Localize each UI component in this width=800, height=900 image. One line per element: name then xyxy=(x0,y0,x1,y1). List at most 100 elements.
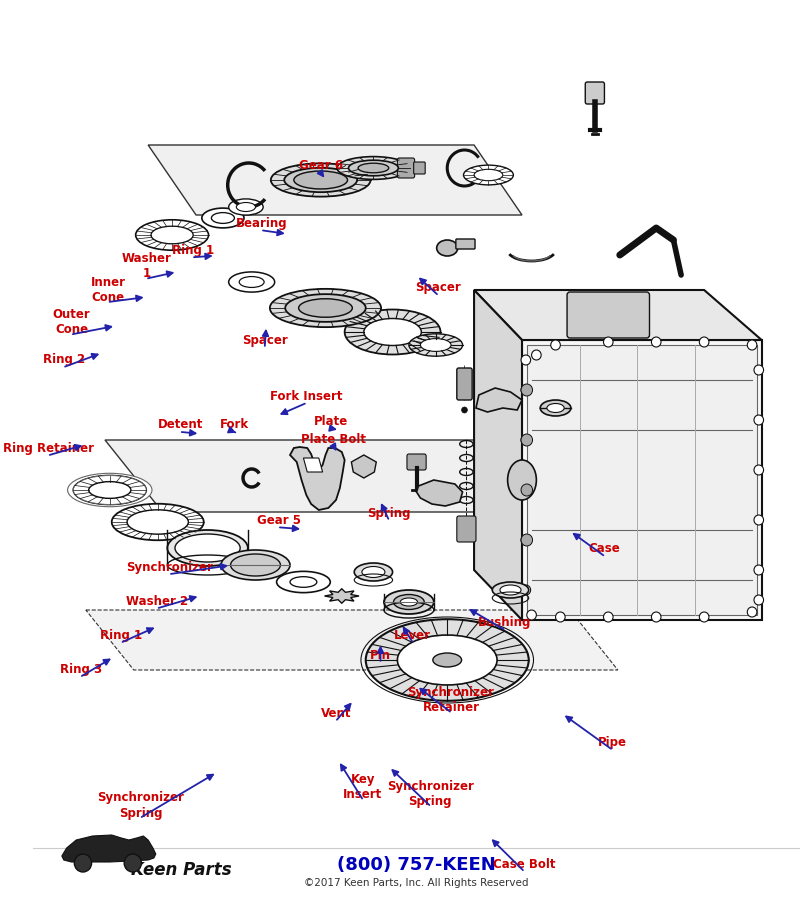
Ellipse shape xyxy=(284,167,357,193)
Circle shape xyxy=(521,384,533,396)
Text: Key
Insert: Key Insert xyxy=(343,773,382,802)
Circle shape xyxy=(521,435,530,445)
Text: Spring: Spring xyxy=(367,507,410,519)
Text: Gear 5: Gear 5 xyxy=(257,514,301,526)
Ellipse shape xyxy=(127,509,188,535)
Text: Gear 6: Gear 6 xyxy=(298,159,342,172)
Circle shape xyxy=(521,535,530,545)
Ellipse shape xyxy=(202,208,244,228)
Circle shape xyxy=(747,607,757,617)
Ellipse shape xyxy=(433,653,462,667)
Ellipse shape xyxy=(398,635,497,685)
Ellipse shape xyxy=(151,226,193,244)
Ellipse shape xyxy=(229,199,263,215)
Text: ©2017 Keen Parts, Inc. All Rights Reserved: ©2017 Keen Parts, Inc. All Rights Reserv… xyxy=(304,878,529,888)
Text: Pin: Pin xyxy=(370,649,391,662)
Ellipse shape xyxy=(474,169,503,181)
Ellipse shape xyxy=(349,160,398,176)
Circle shape xyxy=(603,612,613,622)
Ellipse shape xyxy=(270,289,381,327)
Text: Lever: Lever xyxy=(394,629,431,642)
Polygon shape xyxy=(474,290,762,340)
Polygon shape xyxy=(522,340,762,620)
Polygon shape xyxy=(303,458,322,472)
Ellipse shape xyxy=(400,598,418,606)
Circle shape xyxy=(521,385,530,395)
Ellipse shape xyxy=(239,276,264,287)
Ellipse shape xyxy=(298,299,352,317)
Circle shape xyxy=(699,337,709,347)
Ellipse shape xyxy=(437,240,458,256)
Text: Fork: Fork xyxy=(219,418,249,431)
Circle shape xyxy=(526,610,536,620)
Text: Inner
Cone: Inner Cone xyxy=(90,275,126,304)
Ellipse shape xyxy=(409,334,462,356)
Text: Vent: Vent xyxy=(321,707,351,720)
Text: Washer
1: Washer 1 xyxy=(122,252,171,281)
Circle shape xyxy=(754,365,763,375)
Polygon shape xyxy=(86,610,618,670)
FancyBboxPatch shape xyxy=(414,162,425,174)
Ellipse shape xyxy=(89,482,131,499)
Circle shape xyxy=(754,465,763,475)
Text: Outer
Cone: Outer Cone xyxy=(53,308,90,337)
Text: Synchronizer
Spring: Synchronizer Spring xyxy=(387,779,474,808)
Circle shape xyxy=(699,612,709,622)
Circle shape xyxy=(555,612,565,622)
FancyBboxPatch shape xyxy=(586,82,605,104)
Polygon shape xyxy=(476,388,522,412)
Circle shape xyxy=(521,434,533,446)
Ellipse shape xyxy=(547,403,564,412)
Circle shape xyxy=(651,612,661,622)
Circle shape xyxy=(462,407,467,413)
Circle shape xyxy=(651,337,661,347)
Ellipse shape xyxy=(358,163,389,173)
Ellipse shape xyxy=(294,171,347,189)
Polygon shape xyxy=(105,440,574,512)
Text: Synchronizer
Retainer: Synchronizer Retainer xyxy=(408,686,494,715)
Ellipse shape xyxy=(540,400,571,416)
Ellipse shape xyxy=(384,590,434,614)
Ellipse shape xyxy=(394,595,424,609)
Circle shape xyxy=(550,340,560,350)
Text: (800) 757-KEEN: (800) 757-KEEN xyxy=(337,856,496,874)
Text: Pipe: Pipe xyxy=(598,736,626,749)
Circle shape xyxy=(603,337,613,347)
Text: Fork Insert: Fork Insert xyxy=(270,390,342,402)
Polygon shape xyxy=(526,345,757,615)
Ellipse shape xyxy=(463,165,514,184)
Ellipse shape xyxy=(74,475,146,504)
Text: Ring 3: Ring 3 xyxy=(59,663,102,676)
Text: Case: Case xyxy=(589,543,620,555)
Text: Detent: Detent xyxy=(158,418,203,431)
Circle shape xyxy=(521,534,533,546)
Ellipse shape xyxy=(364,319,422,346)
Text: Synchronizer
Spring: Synchronizer Spring xyxy=(97,791,184,820)
FancyBboxPatch shape xyxy=(456,239,475,249)
Text: Plate Bolt: Plate Bolt xyxy=(302,433,366,446)
Polygon shape xyxy=(290,447,345,510)
FancyBboxPatch shape xyxy=(457,368,472,400)
Ellipse shape xyxy=(236,202,255,211)
Polygon shape xyxy=(474,290,522,620)
Ellipse shape xyxy=(508,460,536,500)
Ellipse shape xyxy=(167,530,248,566)
Ellipse shape xyxy=(221,550,290,580)
Circle shape xyxy=(754,565,763,575)
FancyBboxPatch shape xyxy=(457,516,476,542)
Text: Synchronizer: Synchronizer xyxy=(126,561,213,573)
Ellipse shape xyxy=(211,212,234,223)
Ellipse shape xyxy=(345,310,441,355)
Ellipse shape xyxy=(136,220,209,250)
Circle shape xyxy=(124,854,142,872)
Ellipse shape xyxy=(175,534,240,562)
Text: Ring Retainer: Ring Retainer xyxy=(3,442,94,454)
Polygon shape xyxy=(148,145,522,215)
Circle shape xyxy=(754,595,763,605)
FancyBboxPatch shape xyxy=(407,454,426,470)
Circle shape xyxy=(531,350,541,360)
Text: Keen Parts: Keen Parts xyxy=(131,861,232,879)
FancyBboxPatch shape xyxy=(398,158,414,178)
Text: Bearing: Bearing xyxy=(236,217,287,230)
Polygon shape xyxy=(351,455,376,478)
